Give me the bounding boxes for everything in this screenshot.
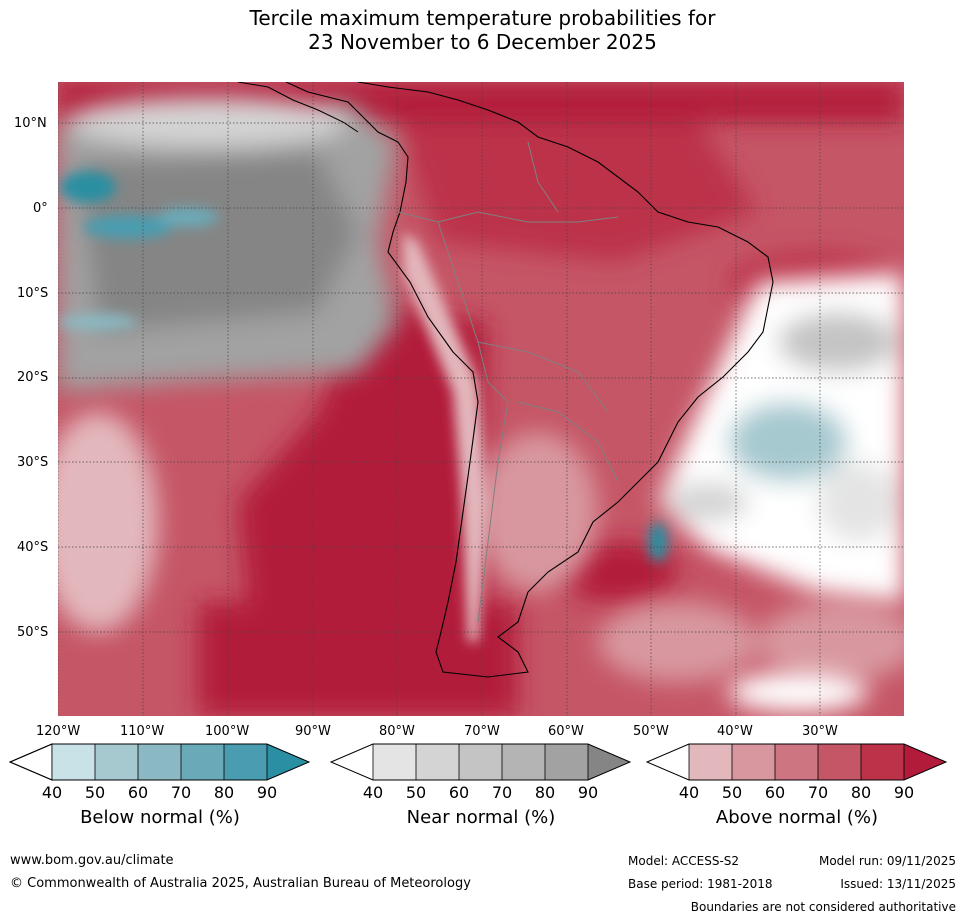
colorbar-below-seg-2 [95,744,138,780]
lat-label-10n: 10°N [14,116,47,131]
lon-label-80w: 80°W [379,724,415,739]
colorbar-below-normal [9,743,311,781]
probability-map [58,82,904,716]
colorbar-above-normal [646,743,948,781]
near-tick-80: 80 [534,783,556,802]
above-normal-low-areas [58,412,904,682]
colorbar-below-seg-5 [224,744,267,780]
colorbar-near-seg-4 [502,744,545,780]
colorbar-title-below: Below normal (%) [80,807,240,828]
near-tick-60: 60 [448,783,470,802]
below-tick-40: 40 [41,783,63,802]
above-tick-40: 40 [678,783,700,802]
colorbar-below-seg-6 [267,744,309,780]
near-tick-90: 90 [577,783,599,802]
below-tick-60: 60 [127,783,149,802]
colorbar-near-normal [330,743,632,781]
colorbar-above-seg-4 [818,744,861,780]
lat-label-0: 0° [33,201,48,216]
colorbar-near-seg-3 [459,744,502,780]
colorbar-above-seg-3 [775,744,818,780]
above-tick-90: 90 [893,783,915,802]
graticule [58,82,904,716]
lon-label-70w: 70°W [464,724,500,739]
above-tick-80: 80 [850,783,872,802]
central-america-coastline [237,82,359,133]
colorbar-title-above: Above normal (%) [715,807,879,828]
colorbar-below-seg-3 [138,744,181,780]
south-america-coastline [285,82,774,678]
lat-label-40s: 40°S [17,540,49,555]
lat-label-50s: 50°S [17,625,49,640]
colorbar-below-seg-1 [52,744,95,780]
footer-issued: Issued: 13/11/2025 [840,877,956,891]
lon-label-110w: 110°W [120,724,165,739]
footer-model: Model: ACCESS-S2 [628,854,740,868]
colorbar-near-seg-1 [373,744,416,780]
colorbar-near-seg-0 [331,744,373,780]
country-borders [397,141,619,623]
near-tick-40: 40 [362,783,384,802]
lon-label-120w: 120°W [36,724,81,739]
near-tick-50: 50 [405,783,427,802]
map-title-line1: Tercile maximum temperature probabilitie… [249,6,716,30]
near-normal-atlantic [658,272,904,712]
colorbar-above-seg-6 [904,744,946,780]
colorbar-above-seg-0 [647,744,689,780]
lon-label-100w: 100°W [205,724,250,739]
below-tick-80: 80 [213,783,235,802]
footer-model-run: Model run: 09/11/2025 [818,854,956,868]
near-tick-70: 70 [491,783,513,802]
colorbar-below-seg-4 [181,744,224,780]
colorbar-near-seg-5 [545,744,588,780]
footer-copyright: © Commonwealth of Australia 2025, Austra… [10,876,471,891]
below-tick-90: 90 [256,783,278,802]
below-tick-70: 70 [170,783,192,802]
colorbar-title-near: Near normal (%) [406,807,556,828]
footer-url[interactable]: www.bom.gov.au/climate [10,853,174,868]
lon-label-40w: 40°W [717,724,753,739]
map-title-line2: 23 November to 6 December 2025 [308,30,657,54]
above-tick-70: 70 [807,783,829,802]
below-tick-50: 50 [84,783,106,802]
lon-label-90w: 90°W [295,724,331,739]
above-tick-60: 60 [764,783,786,802]
below-normal-pacific [58,171,218,330]
lat-label-10s: 10°S [17,286,49,301]
colorbar-below-seg-0 [9,743,53,781]
lon-label-60w: 60°W [548,724,584,739]
footer-base-period: Base period: 1981-2018 [628,877,773,891]
above-tick-50: 50 [721,783,743,802]
colorbar-near-seg-2 [416,744,459,780]
colorbar-above-seg-2 [732,744,775,780]
colorbar-above-seg-5 [861,744,904,780]
lat-label-30s: 30°S [17,455,49,470]
footer-disclaimer: Boundaries are not considered authoritat… [690,900,956,914]
lat-label-20s: 20°S [17,370,49,385]
colorbar-near-seg-6 [588,744,630,780]
lon-label-50w: 50°W [633,724,669,739]
lon-label-30w: 30°W [802,724,838,739]
colorbar-above-seg-1 [689,744,732,780]
andes-strip [403,232,668,642]
